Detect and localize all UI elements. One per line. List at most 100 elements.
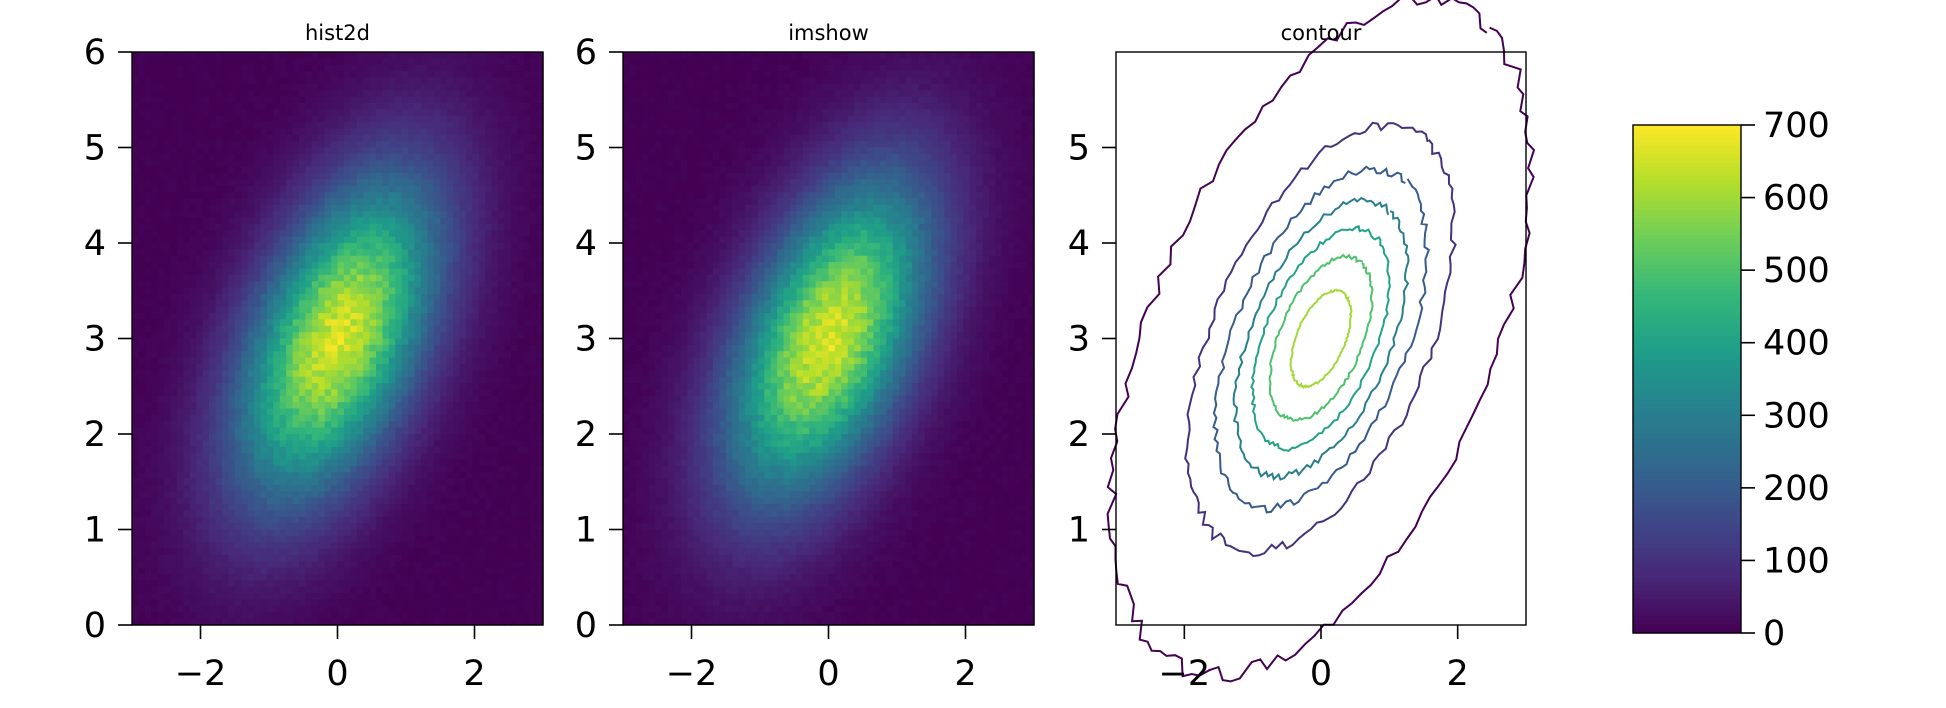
heatmap-cell (343, 109, 351, 117)
heatmap-cell (151, 185, 159, 193)
heatmap-cell (536, 96, 544, 104)
heatmap-cell (376, 293, 384, 301)
heatmap-cell (311, 287, 319, 295)
heatmap-cell (420, 293, 428, 301)
heatmap-cell (254, 185, 262, 193)
heatmap-cell (446, 274, 454, 282)
heatmap-cell (440, 52, 448, 59)
heatmap-cell (517, 484, 525, 492)
heatmap-cell (530, 185, 538, 193)
heatmap-cell (350, 52, 358, 59)
heatmap-cell (234, 389, 242, 397)
heatmap-cell (279, 223, 287, 231)
heatmap-cell (209, 459, 217, 467)
heatmap-cell (446, 306, 454, 314)
heatmap-cell (196, 122, 204, 129)
heatmap-cell (254, 344, 262, 352)
heatmap-cell (343, 90, 351, 98)
heatmap-cell (164, 459, 172, 467)
heatmap-cell (138, 293, 146, 301)
heatmap-cell (350, 166, 358, 174)
heatmap-cell (478, 236, 486, 244)
heatmap-cell (427, 414, 435, 422)
heatmap-cell (286, 185, 294, 193)
heatmap-cell (485, 115, 493, 123)
heatmap-cell (395, 293, 403, 301)
heatmap-cell (157, 383, 165, 391)
heatmap-cell (376, 249, 384, 257)
heatmap-cell (363, 491, 371, 499)
heatmap-cell (388, 484, 396, 492)
heatmap-cell (260, 281, 268, 289)
heatmap-cell (254, 204, 262, 212)
heatmap-cell (414, 217, 422, 225)
heatmap-cell (241, 217, 249, 225)
heatmap-cell (337, 363, 345, 371)
heatmap-cell (465, 370, 473, 378)
heatmap-cell (298, 306, 306, 314)
heatmap-cell (273, 153, 281, 161)
heatmap-cell (241, 274, 249, 282)
heatmap-cell (170, 128, 178, 136)
heatmap-cell (376, 71, 384, 79)
heatmap-cell (472, 122, 480, 129)
heatmap-cell (202, 504, 210, 511)
heatmap-cell (472, 179, 480, 187)
heatmap-cell (343, 134, 351, 142)
heatmap-cell (433, 109, 441, 117)
heatmap-cell (228, 351, 236, 359)
heatmap-cell (164, 523, 172, 531)
heatmap-cell (318, 510, 326, 518)
heatmap-cell (196, 491, 204, 499)
heatmap-cell (510, 166, 518, 174)
heatmap-cell (209, 389, 217, 397)
heatmap-cell (350, 363, 358, 371)
heatmap-cell (337, 516, 345, 524)
heatmap-cell (305, 147, 313, 155)
heatmap-cell (453, 497, 461, 505)
heatmap-cell (485, 453, 493, 461)
heatmap-cell (241, 52, 249, 59)
heatmap-cell (363, 262, 371, 270)
heatmap-cell (478, 287, 486, 295)
heatmap-cell (376, 109, 384, 117)
heatmap-cell (465, 421, 473, 429)
heatmap-cell (279, 192, 287, 200)
heatmap-cell (350, 497, 358, 505)
heatmap-cell (170, 134, 178, 142)
heatmap-cell (221, 504, 229, 511)
heatmap-cell (241, 370, 249, 378)
heatmap-cell (485, 287, 493, 295)
heatmap-cell (504, 64, 512, 72)
heatmap-cell (241, 293, 249, 301)
heatmap-cell (298, 319, 306, 327)
heatmap-cell (350, 325, 358, 333)
heatmap-cell (324, 313, 332, 320)
heatmap-cell (478, 179, 486, 187)
heatmap-cell (523, 243, 531, 250)
heatmap-cell (382, 427, 390, 435)
heatmap-cell (247, 122, 255, 129)
heatmap-cell (363, 434, 371, 441)
heatmap-cell (170, 459, 178, 467)
heatmap-cell (478, 370, 486, 378)
heatmap-cell (157, 446, 165, 454)
heatmap-cell (260, 332, 268, 340)
heatmap-cell (138, 71, 146, 79)
heatmap-cell (395, 185, 403, 193)
heatmap-cell (266, 313, 274, 320)
heatmap-cell (286, 71, 294, 79)
heatmap-cell (157, 332, 165, 340)
heatmap-cell (164, 542, 172, 550)
heatmap-cell (440, 172, 448, 180)
heatmap-cell (318, 357, 326, 365)
heatmap-cell (132, 134, 140, 142)
heatmap-cell (510, 192, 518, 200)
heatmap-cell (318, 516, 326, 524)
heatmap-cell (170, 465, 178, 473)
heatmap-cell (446, 319, 454, 327)
heatmap-cell (536, 510, 544, 518)
heatmap-cell (433, 338, 441, 346)
heatmap-cell (420, 319, 428, 327)
